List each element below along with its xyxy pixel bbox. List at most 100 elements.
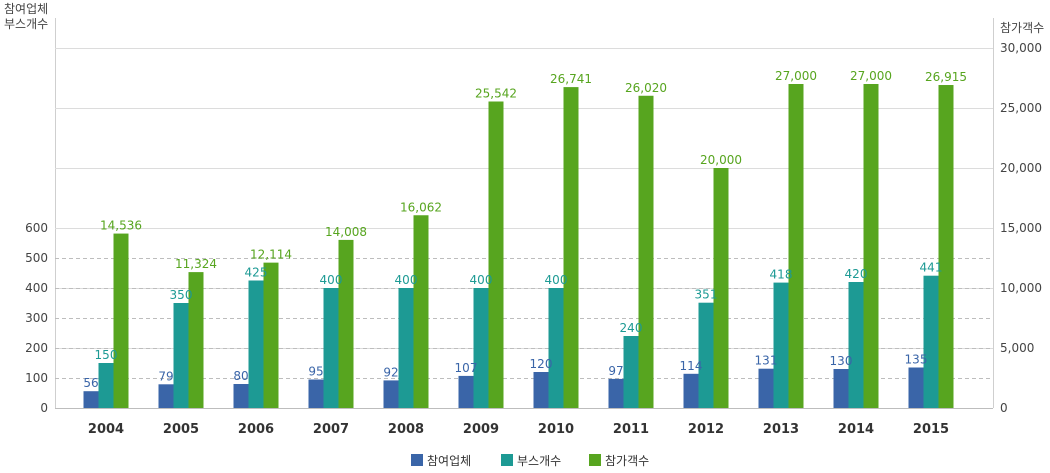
x-tick-label: 2007 bbox=[313, 422, 349, 437]
bar-참여업체-2015 bbox=[908, 367, 924, 408]
bar-부스개수-2004 bbox=[98, 363, 114, 408]
data-label: 135 bbox=[905, 353, 928, 367]
bar-참여업체-2007 bbox=[308, 379, 324, 408]
bar-참여업체-2014 bbox=[833, 369, 849, 408]
right-tick-label: 0 bbox=[1000, 401, 1008, 415]
data-label: 12,114 bbox=[250, 248, 292, 262]
data-label: 80 bbox=[233, 369, 248, 383]
bar-부스개수-2012 bbox=[698, 302, 714, 408]
x-tick-label: 2005 bbox=[163, 422, 199, 437]
right-tick-label: 25,000 bbox=[1000, 101, 1042, 115]
legend-swatch bbox=[501, 454, 513, 466]
bar-참가객수-2011 bbox=[638, 95, 654, 408]
bar-부스개수-2011 bbox=[623, 336, 639, 408]
bar-참가객수-2007 bbox=[338, 239, 354, 408]
right-tick-label: 30,000 bbox=[1000, 41, 1042, 55]
bar-참여업체-2006 bbox=[233, 384, 249, 408]
bar-참가객수-2014 bbox=[863, 84, 879, 408]
data-label: 400 bbox=[320, 273, 343, 287]
data-label: 107 bbox=[455, 361, 478, 375]
legend-label: 참가객수 bbox=[605, 454, 649, 468]
bar-참가객수-2012 bbox=[713, 168, 729, 408]
data-label: 350 bbox=[170, 288, 193, 302]
x-tick-label: 2012 bbox=[688, 422, 724, 437]
bar-참여업체-2009 bbox=[458, 375, 474, 408]
data-label: 27,000 bbox=[850, 69, 892, 83]
data-label: 97 bbox=[608, 364, 623, 378]
bars bbox=[83, 84, 954, 409]
bar-참가객수-2010 bbox=[563, 87, 579, 408]
data-label: 26,915 bbox=[925, 70, 967, 84]
legend-label: 부스개수 bbox=[517, 454, 561, 468]
data-label: 418 bbox=[770, 268, 793, 282]
right-tick-label: 20,000 bbox=[1000, 161, 1042, 175]
bar-참여업체-2004 bbox=[83, 391, 99, 408]
value-labels: 56 150 14,536 79 350 11,324 80 425 12,114 95 400 14… bbox=[83, 69, 967, 390]
legend-swatch bbox=[589, 454, 601, 466]
data-label: 120 bbox=[530, 357, 553, 371]
data-label: 351 bbox=[695, 288, 718, 302]
data-label: 400 bbox=[545, 273, 568, 287]
right-tick-label: 15,000 bbox=[1000, 221, 1042, 235]
grid-lines bbox=[55, 18, 994, 409]
bar-부스개수-2014 bbox=[848, 282, 864, 408]
x-tick-label: 2014 bbox=[838, 422, 874, 437]
left-tick-label: 400 bbox=[25, 281, 48, 295]
x-tick-label: 2006 bbox=[238, 422, 274, 437]
data-label: 130 bbox=[830, 354, 853, 368]
data-label: 114 bbox=[680, 359, 703, 373]
bar-참가객수-2008 bbox=[413, 215, 429, 408]
data-label: 26,020 bbox=[625, 81, 667, 95]
bar-부스개수-2013 bbox=[773, 282, 789, 408]
right-tick-label: 10,000 bbox=[1000, 281, 1042, 295]
bar-부스개수-2008 bbox=[398, 288, 414, 408]
bar-참가객수-2013 bbox=[788, 84, 804, 408]
left-tick-label: 300 bbox=[25, 311, 48, 325]
data-label: 26,741 bbox=[550, 72, 592, 86]
left-tick-label: 100 bbox=[25, 371, 48, 385]
data-label: 11,324 bbox=[175, 257, 217, 271]
x-tick-label: 2013 bbox=[763, 422, 799, 437]
x-tick-label: 2009 bbox=[463, 422, 499, 437]
bar-참여업체-2010 bbox=[533, 372, 549, 408]
bar-부스개수-2015 bbox=[923, 275, 939, 408]
bar-참여업체-2011 bbox=[608, 378, 624, 408]
right-tick-label: 5,000 bbox=[1000, 341, 1034, 355]
right-axis-title: 참가객수 bbox=[1000, 21, 1044, 35]
bar-참여업체-2012 bbox=[683, 373, 699, 408]
left-axis-title: 부스개수 bbox=[4, 17, 48, 31]
left-tick-label: 600 bbox=[25, 221, 48, 235]
bar-부스개수-2006 bbox=[248, 280, 264, 408]
data-label: 441 bbox=[920, 261, 943, 275]
left-tick-label: 500 bbox=[25, 251, 48, 265]
data-label: 27,000 bbox=[775, 69, 817, 83]
data-label: 400 bbox=[470, 273, 493, 287]
data-label: 16,062 bbox=[400, 200, 442, 214]
legend: 참여업체 부스개수 참가객수 bbox=[411, 454, 649, 468]
bar-부스개수-2010 bbox=[548, 288, 564, 408]
x-tick-label: 2015 bbox=[913, 422, 949, 437]
data-label: 131 bbox=[755, 354, 778, 368]
data-label: 79 bbox=[158, 369, 173, 383]
data-label: 56 bbox=[83, 376, 98, 390]
bar-참여업체-2013 bbox=[758, 368, 774, 408]
bar-부스개수-2007 bbox=[323, 288, 339, 408]
bar-참여업체-2008 bbox=[383, 380, 399, 408]
data-label: 150 bbox=[95, 348, 118, 362]
data-label: 14,536 bbox=[100, 219, 142, 233]
bar-참가객수-2005 bbox=[188, 272, 204, 408]
data-label: 420 bbox=[845, 267, 868, 281]
bar-참여업체-2005 bbox=[158, 384, 174, 408]
x-tick-label: 2010 bbox=[538, 422, 574, 437]
bar-참가객수-2009 bbox=[488, 101, 504, 408]
bar-참가객수-2015 bbox=[938, 85, 954, 409]
bar-참가객수-2004 bbox=[113, 233, 129, 408]
data-label: 92 bbox=[383, 365, 398, 379]
data-label: 400 bbox=[395, 273, 418, 287]
legend-swatch bbox=[411, 454, 423, 466]
data-label: 95 bbox=[308, 365, 323, 379]
x-tick-label: 2008 bbox=[388, 422, 424, 437]
data-label: 14,008 bbox=[325, 225, 367, 239]
